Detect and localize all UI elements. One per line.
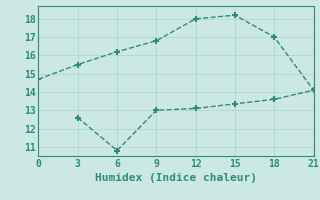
X-axis label: Humidex (Indice chaleur): Humidex (Indice chaleur) bbox=[95, 173, 257, 183]
